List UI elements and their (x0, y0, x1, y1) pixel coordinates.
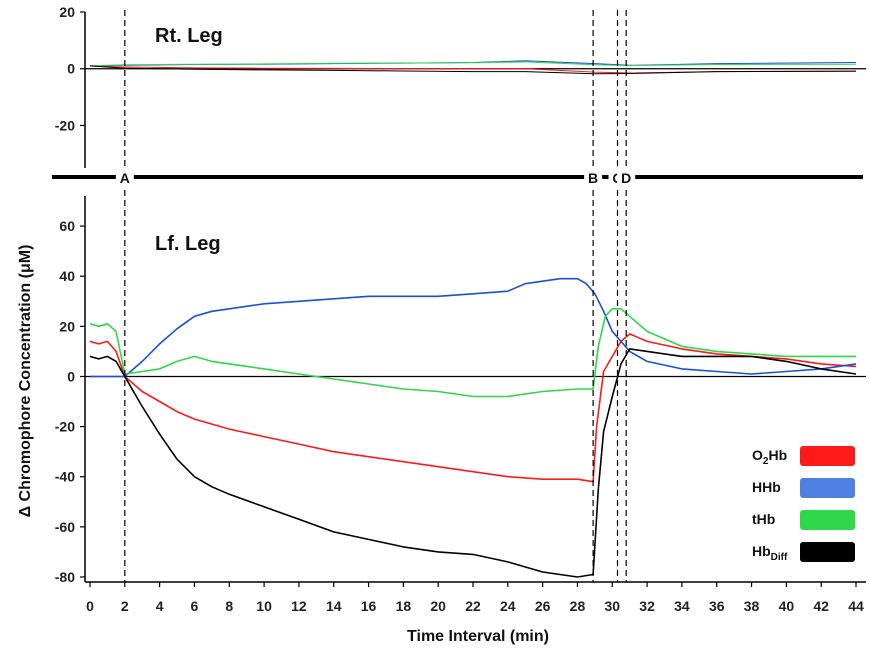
event-markers: ABCD (115, 10, 636, 582)
y-axis-label: Δ Chromophore Concentration (μM) (17, 245, 34, 518)
x-tick-label: 28 (570, 598, 586, 614)
x-tick-label: 40 (779, 598, 795, 614)
x-tick-label: 22 (465, 598, 481, 614)
x-tick-label: 20 (430, 598, 446, 614)
x-tick-label: 36 (709, 598, 725, 614)
x-tick-label: 18 (396, 598, 412, 614)
lf-series-thb (89, 308, 856, 398)
marker-label-bg (584, 168, 603, 188)
lf-y-tick-label: -20 (55, 419, 75, 435)
legend-label-hbdiff: HbDiff (752, 543, 788, 563)
rt-y-tick-label: 0 (67, 61, 75, 77)
lf-y-tick-label: -80 (55, 569, 75, 585)
legend-item-thb: tHb (752, 510, 855, 530)
lf-series-hbdiff (89, 348, 857, 578)
x-tick-label: 34 (674, 598, 690, 614)
legend-item-o2hb: O2Hb (752, 446, 855, 467)
legend-label-hhb: HHb (752, 479, 781, 495)
x-tick-label: 6 (191, 598, 199, 614)
x-tick-label: 32 (639, 598, 655, 614)
lf-leg-title: Lf. Leg (155, 233, 221, 255)
x-tick-label: 42 (813, 598, 829, 614)
rt-leg-panel: Rt. Leg 20 0 -20 (55, 4, 866, 168)
x-axis-label: Time Interval (min) (407, 628, 549, 645)
lf-y-tick-label: -40 (55, 469, 75, 485)
legend-item-hhb: HHb (752, 478, 855, 498)
marker-label-d: D (621, 170, 631, 186)
x-tick-label: 2 (121, 598, 129, 614)
rt-series-hhb (89, 60, 857, 67)
legend-swatch-hhb (800, 478, 855, 498)
legend-swatch-thb (800, 510, 855, 530)
lf-y-tick-label: 60 (59, 218, 75, 234)
x-tick-label: 14 (326, 598, 342, 614)
rt-y-tick-label: -20 (55, 117, 75, 133)
lf-y-tick-label: 40 (59, 268, 75, 284)
legend: O2Hb HHb tHb HbDiff (752, 446, 855, 563)
rt-series-hbdiff (89, 65, 857, 75)
legend-swatch-o2hb (800, 446, 855, 466)
lf-y-tick-label: 0 (67, 368, 75, 384)
legend-swatch-hbdiff (800, 542, 855, 562)
x-tick-label: 0 (86, 598, 94, 614)
x-tick-label: 12 (291, 598, 307, 614)
x-tick-label: 44 (848, 598, 864, 614)
legend-label-o2hb: O2Hb (752, 447, 787, 467)
marker-label-bg (115, 168, 134, 188)
x-tick-label: 30 (604, 598, 620, 614)
legend-item-hbdiff: HbDiff (752, 542, 855, 563)
rt-y-tick-label: 20 (59, 4, 75, 20)
x-tick-label: 10 (256, 598, 272, 614)
lf-y-tick-label: -60 (55, 519, 75, 535)
x-tick-label: 8 (225, 598, 233, 614)
rt-leg-title: Rt. Leg (155, 25, 223, 47)
marker-label-b: B (588, 170, 598, 186)
x-tick-label: 16 (361, 598, 377, 614)
x-tick-label: 26 (535, 598, 551, 614)
lf-series-o2hb (89, 333, 857, 483)
x-tick-label: 4 (156, 598, 164, 614)
x-tick-label: 38 (744, 598, 760, 614)
x-tick-label: 24 (500, 598, 516, 614)
legend-label-thb: tHb (752, 511, 775, 527)
marker-label-a: A (120, 170, 130, 186)
lf-y-tick-label: 20 (59, 318, 75, 334)
lf-series-hhb (90, 277, 857, 378)
marker-label-bg (617, 168, 636, 188)
rt-series-thb (89, 61, 857, 67)
